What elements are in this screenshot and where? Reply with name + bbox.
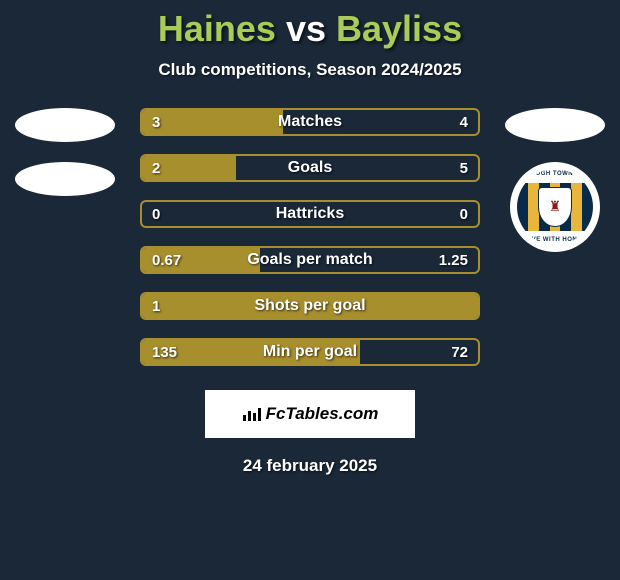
player1-photo-placeholder (15, 108, 115, 142)
right-player-column: SLOUGH TOWN F.C. ♜ SERVE WITH HONOUR (500, 108, 610, 252)
stat-label: Matches (142, 110, 478, 134)
player2-club-crest: SLOUGH TOWN F.C. ♜ SERVE WITH HONOUR (510, 162, 600, 252)
left-player-column (10, 108, 120, 196)
stat-value-right: 72 (451, 340, 468, 364)
subtitle: Club competitions, Season 2024/2025 (0, 60, 620, 80)
chart-icon (242, 406, 262, 422)
stat-row: 2Goals5 (140, 154, 480, 182)
stat-label: Shots per goal (142, 294, 478, 318)
stat-row: 0Hattricks0 (140, 200, 480, 228)
crest-top-text: SLOUGH TOWN F.C. (517, 171, 593, 177)
comparison-content: SLOUGH TOWN F.C. ♜ SERVE WITH HONOUR 3Ma… (0, 108, 620, 366)
crest-emblem-icon: ♜ (549, 198, 562, 215)
stat-label: Hattricks (142, 202, 478, 226)
fctables-badge: FcTables.com (205, 390, 415, 438)
crest-shield: ♜ (538, 187, 571, 227)
stat-label: Goals (142, 156, 478, 180)
stat-row: 3Matches4 (140, 108, 480, 136)
player2-photo-placeholder (505, 108, 605, 142)
vs-text: vs (286, 8, 326, 49)
stat-row: 0.67Goals per match1.25 (140, 246, 480, 274)
stat-value-right: 5 (460, 156, 468, 180)
stat-label: Goals per match (142, 248, 478, 272)
player1-name: Haines (158, 8, 276, 49)
stat-row: 135Min per goal72 (140, 338, 480, 366)
crest-inner: SLOUGH TOWN F.C. ♜ SERVE WITH HONOUR (517, 169, 593, 245)
crest-bottom-text: SERVE WITH HONOUR (517, 237, 593, 243)
stats-bars: 3Matches4 2Goals5 0Hattricks0 0.67Goals per… (140, 108, 480, 366)
comparison-title: Haines vs Bayliss (0, 0, 620, 50)
stat-value-right: 0 (460, 202, 468, 226)
stat-row: 1Shots per goal (140, 292, 480, 320)
player1-club-placeholder (15, 162, 115, 196)
stat-label: Min per goal (142, 340, 478, 364)
stat-value-right: 1.25 (439, 248, 468, 272)
fctables-label: FcTables.com (266, 404, 379, 424)
date: 24 february 2025 (0, 456, 620, 476)
player2-name: Bayliss (336, 8, 462, 49)
stat-value-right: 4 (460, 110, 468, 134)
